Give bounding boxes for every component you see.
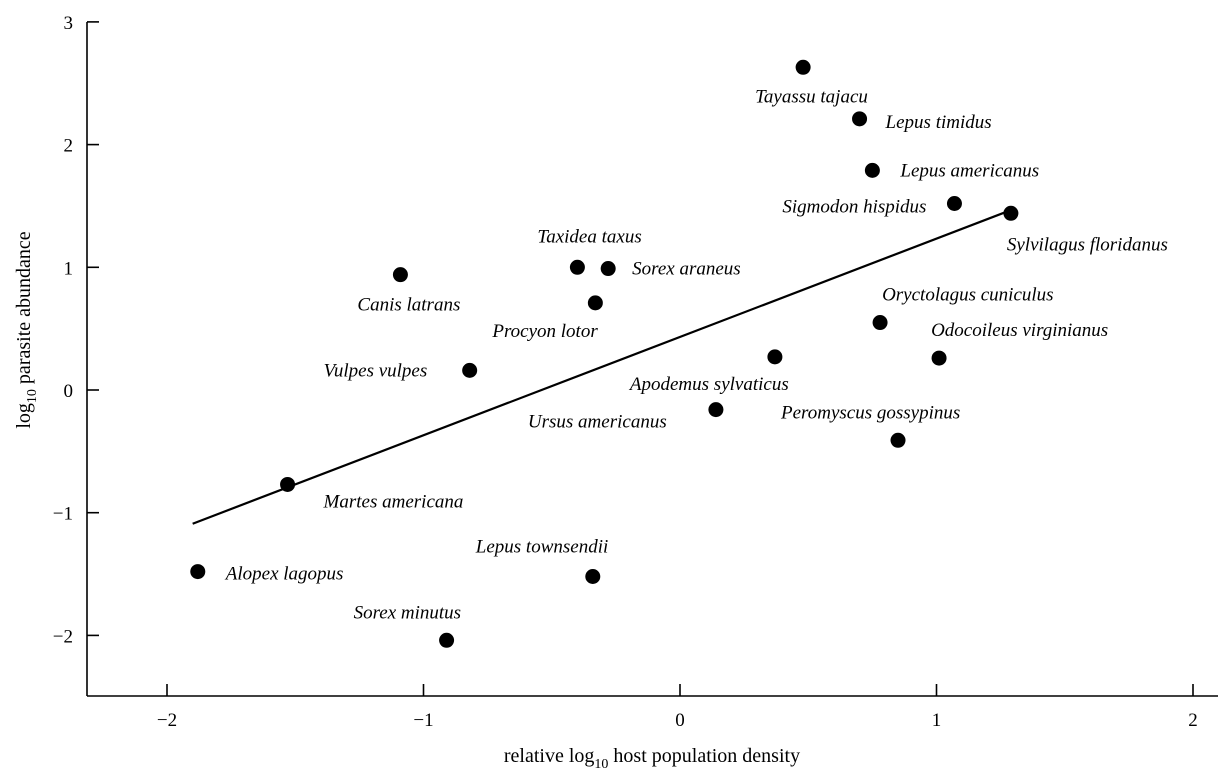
- point-label: Ursus americanus: [528, 412, 667, 433]
- point-label: Canis latrans: [357, 295, 460, 316]
- point-label: Alopex lagopus: [224, 564, 344, 585]
- data-point: [585, 569, 601, 585]
- data-point: [587, 295, 603, 311]
- y-tick-label: 0: [64, 381, 74, 402]
- data-point: [946, 195, 962, 211]
- data-point: [872, 315, 888, 331]
- data-point: [600, 261, 616, 277]
- data-point: [190, 564, 206, 580]
- axes: −2 −1 0 1 2 3 −2 −1 0 1 2: [53, 13, 1218, 731]
- x-tick-label: 0: [675, 710, 685, 731]
- point-label: Lepus americanus: [899, 160, 1039, 181]
- point-labels: Tayassu tajacu Lepus timidus Lepus america…: [224, 86, 1168, 623]
- point-label: Procyon lotor: [491, 321, 598, 342]
- point-label: Oryctolagus cuniculus: [882, 285, 1054, 306]
- data-point: [280, 476, 296, 492]
- point-label: Sylvilagus floridanus: [1007, 234, 1168, 255]
- fit-line: [192, 211, 1007, 525]
- data-point: [852, 111, 868, 127]
- data-points: [190, 59, 1019, 648]
- data-point: [795, 59, 811, 75]
- x-tick-label: −2: [157, 710, 177, 731]
- x-tick-label: 1: [932, 710, 942, 731]
- data-point: [864, 162, 880, 178]
- point-label: Peromyscus gossypinus: [780, 402, 960, 423]
- data-point: [1003, 205, 1019, 221]
- point-label: Tayassu tajacu: [755, 86, 868, 107]
- axis-titles: relative log10 host population density lo…: [13, 231, 800, 772]
- data-point: [439, 632, 455, 648]
- y-tick-label: 3: [64, 13, 74, 34]
- data-point: [392, 267, 408, 283]
- point-label: Lepus timidus: [885, 112, 992, 133]
- point-label: Odocoileus virginianus: [931, 320, 1108, 341]
- y-tick-label: −2: [53, 626, 73, 647]
- x-tick-label: 2: [1188, 710, 1198, 731]
- y-tick-label: 2: [64, 136, 74, 157]
- regression-line: [192, 211, 1007, 525]
- point-label: Taxidea taxus: [537, 226, 641, 247]
- y-tick-label: 1: [64, 258, 74, 279]
- data-point: [708, 402, 724, 418]
- data-point: [931, 350, 947, 366]
- point-label: Apodemus sylvaticus: [628, 374, 789, 395]
- x-axis-title: relative log10 host population density: [504, 745, 800, 772]
- x-tick-label: −1: [413, 710, 433, 731]
- data-point: [462, 362, 478, 378]
- data-point: [767, 349, 783, 365]
- point-label: Martes americana: [323, 491, 464, 512]
- point-label: Sorex araneus: [632, 259, 741, 280]
- y-tick-label: −1: [53, 504, 73, 525]
- point-label: Lepus townsendii: [475, 537, 608, 558]
- y-axis-title: log10 parasite abundance: [13, 231, 40, 428]
- data-point: [890, 432, 906, 448]
- point-label: Vulpes vulpes: [324, 360, 428, 381]
- point-label: Sorex minutus: [354, 602, 461, 623]
- point-label: Sigmodon hispidus: [782, 196, 926, 217]
- data-point: [569, 259, 585, 275]
